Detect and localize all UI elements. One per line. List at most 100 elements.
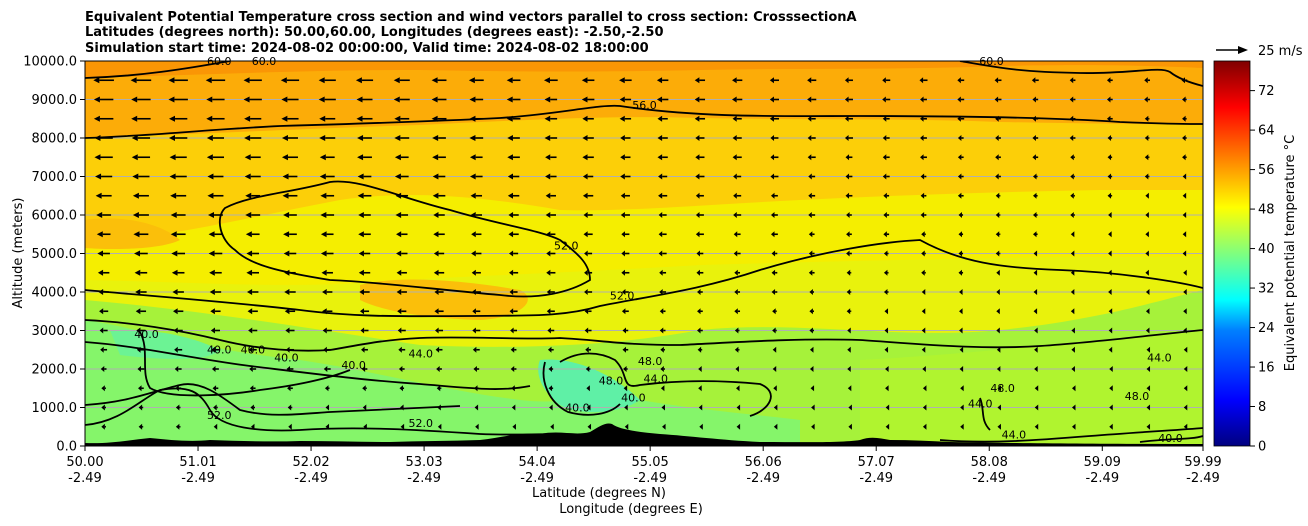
wind-arrow (169, 115, 188, 122)
contour-label: 40.0 (134, 328, 159, 341)
wind-arrow (582, 192, 594, 199)
wind-arrow (883, 269, 889, 276)
wind-arrow (357, 135, 372, 141)
wind-arrow (847, 327, 851, 334)
wind-arrow (697, 308, 703, 315)
wind-arrow (1109, 404, 1113, 411)
colorbar-tick-label: 24 (1258, 321, 1275, 336)
wind-arrow (100, 346, 108, 353)
wind-arrow (1182, 173, 1187, 180)
wind-arrow (996, 289, 1000, 295)
wind-arrow (583, 212, 593, 218)
wind-arrow (138, 385, 144, 392)
wind-arrow (320, 192, 335, 199)
wind-arrow (249, 366, 257, 372)
wind-arrow (1070, 250, 1075, 257)
wind-arrow (809, 346, 814, 353)
wind-arrow (548, 366, 554, 372)
colorbar-tick-label: 16 (1258, 361, 1275, 376)
wind-arrow (846, 308, 852, 315)
wind-arrow (883, 250, 889, 257)
wind-arrow (659, 269, 667, 276)
wind-arrow (620, 192, 630, 199)
wind-arrow (1069, 96, 1076, 103)
wind-arrow (844, 77, 853, 84)
wind-arrow (996, 308, 1000, 315)
wind-arrow (1107, 173, 1113, 180)
wind-arrow (169, 154, 187, 161)
wind-arrow (1182, 96, 1187, 103)
contour-40-right (1139, 435, 1203, 443)
wind-arrow (771, 212, 778, 218)
wind-arrow (921, 269, 926, 276)
wind-arrow (582, 115, 594, 122)
wind-arrow (506, 96, 521, 103)
wind-arrow (807, 135, 816, 141)
wind-arrow (468, 77, 484, 84)
wind-arrow (172, 289, 184, 295)
wind-arrow (132, 212, 149, 218)
wind-arrow (1070, 308, 1075, 315)
wind-arrow (507, 173, 520, 180)
wind-arrow (811, 423, 815, 430)
wind-arrow (1108, 308, 1113, 315)
contour-label: 44.0 (1147, 351, 1172, 364)
wind-arrow (1033, 308, 1038, 315)
wind-arrow (168, 96, 188, 103)
wind-arrow (470, 212, 483, 218)
wind-arrow (1181, 77, 1188, 84)
wind-arrow (245, 192, 261, 199)
wind-arrow (1146, 385, 1151, 392)
wind-arrow (473, 366, 480, 372)
wind-arrow (323, 346, 332, 353)
wind-arrow (395, 192, 409, 199)
wind-arrow (1071, 327, 1075, 334)
wind-arrow (170, 231, 186, 238)
y-tick-label: 8000.0 (32, 132, 78, 147)
wind-arrow (99, 327, 108, 334)
wind-arrow (807, 115, 816, 122)
wind-arrow (996, 366, 1001, 372)
wind-arrow (1146, 404, 1151, 411)
wind-arrow (845, 173, 853, 180)
wind-arrow (207, 212, 223, 218)
wind-arrow (773, 404, 778, 411)
wind-arrow (1106, 77, 1113, 84)
wind-arrow (1032, 115, 1039, 122)
x-tick-label-lat: 59.09 (1084, 455, 1121, 470)
contour-label: 40.0 (565, 401, 590, 414)
wind-arrow (1033, 192, 1038, 199)
wind-arrow (1108, 269, 1112, 276)
wind-arrow (922, 404, 927, 411)
wind-arrow (325, 404, 330, 411)
wind-arrow (358, 269, 371, 276)
wind-arrow (433, 212, 445, 218)
wind-arrow (1145, 231, 1149, 238)
wind-arrow (471, 289, 481, 295)
wind-arrow (845, 192, 853, 199)
wind-arrow (95, 192, 112, 199)
wind-arrow (283, 231, 297, 238)
wind-arrow (357, 154, 372, 161)
wind-arrow (621, 308, 629, 315)
wind-arrow (808, 212, 816, 218)
wind-arrow (549, 404, 553, 411)
wind-arrow (544, 115, 558, 122)
contour-label: 40.0 (341, 359, 366, 372)
contour-label: 40.0 (207, 344, 232, 357)
wind-arrow (621, 289, 629, 295)
wind-arrow (433, 269, 445, 276)
wind-arrow (581, 96, 595, 103)
wind-arrow (584, 289, 593, 295)
wind-arrow (244, 115, 262, 122)
wind-arrow (93, 77, 114, 84)
wind-arrow (958, 231, 964, 238)
wind-arrow (1109, 423, 1113, 430)
wind-arrow (921, 327, 926, 334)
wind-arrow (283, 250, 297, 257)
wind-arrow (396, 269, 407, 276)
wind-arrow (920, 154, 927, 161)
wind-arrow (1182, 192, 1187, 199)
wind-arrow (433, 231, 445, 238)
wind-arrow (772, 346, 777, 353)
